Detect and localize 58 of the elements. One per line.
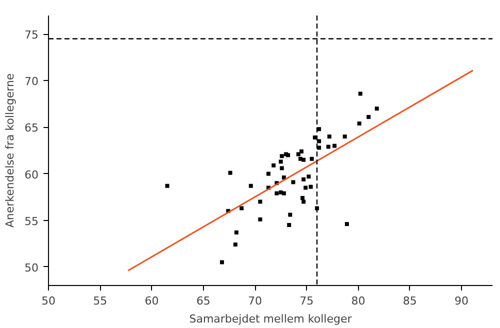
point [291, 180, 296, 184]
point [286, 153, 290, 158]
point [296, 152, 300, 156]
point [310, 156, 314, 161]
y-tick-label: 60 [24, 168, 39, 182]
point [233, 242, 238, 247]
point [165, 184, 170, 188]
x-tick-label: 50 [42, 294, 56, 308]
point [306, 174, 311, 179]
x-tick-label: 90 [454, 294, 469, 308]
point [280, 154, 284, 158]
point [317, 146, 322, 150]
point [274, 191, 279, 196]
point [374, 106, 379, 111]
point [272, 163, 276, 168]
point [366, 114, 371, 119]
x-tick-label: 70 [248, 294, 262, 308]
x-axis-title: Samarbejdet mellem kolleger [189, 312, 352, 326]
point [304, 186, 308, 190]
point [240, 206, 244, 210]
y-tick-label: 75 [24, 28, 39, 42]
point [258, 200, 262, 204]
point [326, 144, 330, 149]
point [327, 134, 332, 139]
x-tick-label: 65 [196, 294, 210, 308]
x-tick-label: 60 [144, 294, 159, 308]
point [280, 166, 284, 170]
point [357, 122, 362, 126]
point [342, 134, 347, 139]
point [258, 217, 262, 222]
point [228, 170, 232, 175]
x-tick-label: 85 [402, 294, 417, 308]
y-tick-label: 70 [24, 75, 39, 88]
y-tick-label: 55 [24, 214, 39, 228]
x-tick-label: 80 [351, 294, 366, 308]
point [234, 230, 238, 234]
point [302, 200, 306, 204]
point [266, 172, 270, 176]
point [308, 184, 313, 189]
point [344, 222, 349, 226]
point [302, 158, 306, 162]
point [332, 144, 337, 148]
y-tick-label: 50 [24, 261, 39, 274]
y-axis-title: Anerkendelse fra kollegerne [4, 73, 17, 228]
y-tick-label: 65 [24, 122, 39, 135]
x-tick-label: 55 [93, 294, 108, 308]
point [317, 139, 322, 144]
point [278, 160, 283, 164]
point [282, 191, 286, 196]
point [302, 177, 306, 182]
point [288, 212, 292, 217]
x-tick-label: 75 [300, 294, 314, 308]
point [220, 260, 224, 264]
point [358, 92, 362, 96]
point [248, 184, 253, 188]
point [287, 222, 292, 227]
point [299, 149, 304, 154]
point [300, 196, 305, 200]
